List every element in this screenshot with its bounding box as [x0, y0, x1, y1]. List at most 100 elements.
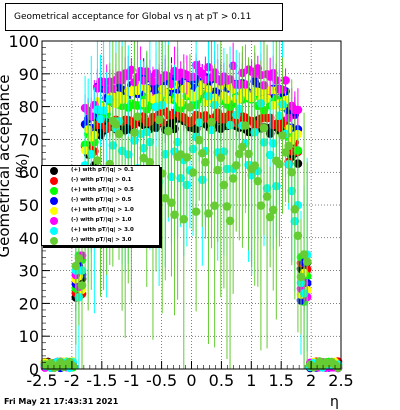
data-point: [71, 261, 81, 271]
legend-label: (-) with pT/|q| > 0.1: [71, 177, 132, 183]
data-point: [111, 120, 121, 129]
data-point: [287, 167, 297, 177]
data-point: [191, 207, 201, 216]
legend-entry: (+) with pT/|q| > 0.5: [42, 186, 159, 196]
data-point: [167, 79, 176, 89]
data-point: [130, 128, 139, 137]
data-point: [265, 212, 275, 222]
y-tick-label: 80: [19, 98, 39, 117]
data-point: [204, 209, 213, 218]
data-point: [275, 159, 284, 169]
y-tick-label: 90: [19, 65, 39, 84]
data-point: [127, 65, 136, 75]
data-point: [235, 149, 244, 159]
data-point: [262, 192, 272, 201]
data-point: [250, 161, 260, 170]
legend-marker: [50, 197, 58, 205]
data-point: [281, 76, 290, 85]
data-point: [154, 115, 164, 125]
legend-marker: [50, 207, 58, 215]
data-point: [207, 117, 216, 127]
x-tick-label: 0: [186, 371, 196, 390]
legend-label: (+) with pT/|q| > 1.0: [71, 207, 134, 213]
data-point: [293, 105, 303, 115]
x-tick-label: -1.5: [86, 371, 117, 390]
legend-marker: [50, 237, 58, 245]
data-point: [222, 202, 232, 211]
y-tick-label: 70: [19, 130, 39, 149]
data-point: [96, 114, 105, 124]
data-point: [259, 123, 269, 133]
data-point: [139, 153, 148, 163]
data-point: [86, 149, 96, 159]
data-point: [265, 150, 275, 160]
legend-entry: (+) with pT/|q| > 3.0: [42, 226, 159, 236]
x-tick-label: -1: [124, 371, 140, 390]
y-tick-label: 30: [19, 262, 39, 281]
datestamp: Fri May 21 17:43:31 2021: [4, 397, 119, 406]
data-point: [114, 129, 124, 139]
data-point: [133, 112, 142, 121]
x-tick-label: 1: [246, 371, 256, 390]
data-point: [302, 257, 312, 266]
data-point: [225, 216, 235, 226]
y-tick-label: 60: [19, 163, 39, 182]
data-point: [160, 193, 170, 203]
y-tick-label: 0: [29, 360, 39, 379]
data-point: [216, 153, 226, 163]
x-tick-label: -2.5: [26, 371, 57, 390]
chart-title: Geometrical acceptance for Global vs η a…: [5, 3, 283, 31]
legend-entry: (-) with pT/|q| > 0.1: [42, 176, 159, 186]
legend-entry: (-) with pT/|q| > 0.5: [42, 196, 159, 206]
legend-label: (+) with pT/|q| > 3.0: [71, 227, 134, 233]
legend-entry: (-) with pT/|q| > 3.0: [42, 236, 159, 246]
data-series: [40, 41, 343, 373]
y-axis-label: Geometrical acceptance (%): [0, 74, 31, 258]
data-point: [185, 102, 195, 112]
data-point: [74, 254, 84, 263]
legend-marker: [50, 187, 58, 195]
legend-entry: (+) with pT/|q| > 0.1: [42, 166, 159, 176]
data-point: [164, 126, 173, 136]
data-point: [268, 205, 278, 215]
data-point: [231, 161, 241, 170]
data-point: [179, 214, 189, 224]
legend-label: (+) with pT/|q| > 0.5: [71, 187, 134, 193]
legend-label: (+) with pT/|q| > 0.1: [71, 167, 134, 173]
data-point: [145, 157, 155, 167]
legend-label: (-) with pT/|q| > 0.5: [71, 197, 132, 203]
y-tick-label: 10: [19, 327, 39, 346]
data-point: [253, 64, 263, 73]
data-point: [182, 153, 192, 162]
legend-marker: [50, 227, 58, 235]
legend-entry: (+) with pT/|q| > 1.0: [42, 206, 159, 216]
legend-marker: [50, 177, 58, 185]
x-axis-label: η: [330, 394, 339, 410]
data-point: [197, 148, 207, 158]
x-tick-label: 1.5: [268, 371, 293, 390]
x-tick-label: 0.5: [209, 371, 234, 390]
data-point: [299, 250, 309, 259]
data-point: [210, 201, 219, 211]
legend-entry: (-) with pT/|q| > 1.0: [42, 216, 159, 226]
data-point: [201, 157, 210, 167]
data-point: [68, 361, 78, 371]
data-point: [157, 169, 167, 178]
data-point: [170, 210, 179, 219]
data-point: [296, 272, 306, 282]
y-tick-label: 40: [19, 229, 39, 248]
data-point: [238, 142, 247, 152]
data-point: [256, 201, 266, 210]
data-point: [228, 174, 238, 183]
legend-label: (-) with pT/|q| > 1.0: [71, 217, 132, 223]
data-point: [284, 141, 293, 151]
y-tick-label: 100: [8, 32, 39, 51]
legend-label: (-) with pT/|q| > 3.0: [71, 237, 132, 243]
data-point: [241, 121, 250, 130]
data-point: [77, 281, 87, 290]
data-point: [244, 149, 253, 159]
data-point: [188, 168, 198, 177]
x-tick-label: -0.5: [146, 371, 177, 390]
legend-marker: [50, 217, 58, 225]
